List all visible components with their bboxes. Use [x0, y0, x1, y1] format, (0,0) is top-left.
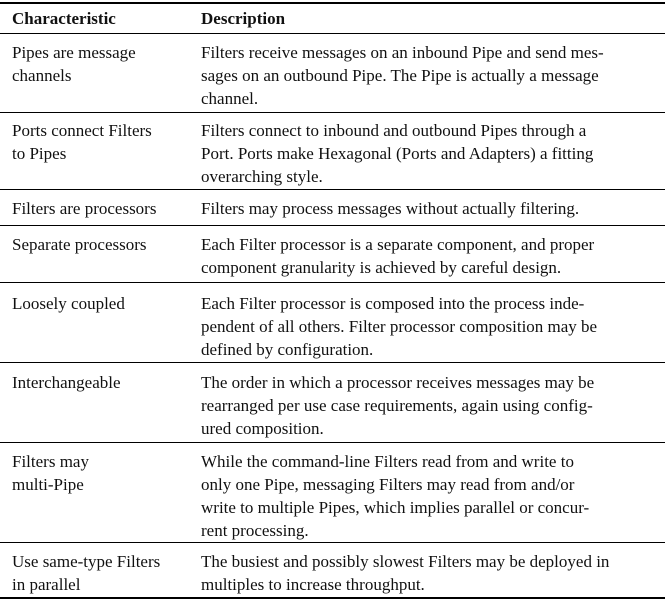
- cell-line: in parallel: [12, 575, 81, 594]
- cell-line: Loosely coupled: [12, 294, 125, 313]
- table-row-description: Filters connect to inbound and outbound …: [201, 119, 593, 188]
- cell-line: Pipes are message: [12, 43, 136, 62]
- cell-line: overarching style.: [201, 167, 323, 186]
- cell-line: channels: [12, 66, 72, 85]
- table-row-description: The order in which a processor receives …: [201, 371, 594, 440]
- cell-line: Each Filter processor is a separate comp…: [201, 235, 595, 254]
- cell-line: pendent of all others. Filter processor …: [201, 317, 598, 336]
- row-divider: [0, 189, 665, 190]
- cell-line: Separate processors: [12, 235, 147, 254]
- cell-line: multi-Pipe: [12, 475, 84, 494]
- cell-line: rearranged per use case requirements, ag…: [201, 396, 593, 415]
- cell-line: Port. Ports make Hexagonal (Ports and Ad…: [201, 144, 594, 163]
- row-divider: [0, 442, 665, 443]
- cell-line: While the command-line Filters read from…: [201, 452, 574, 471]
- cell-line: The order in which a processor receives …: [201, 373, 595, 392]
- cell-line: Interchangeable: [12, 373, 121, 392]
- table-row-description: Each Filter processor is a separate comp…: [201, 233, 594, 279]
- table-row-description: Filters may process messages without act…: [201, 197, 579, 220]
- cell-line: sages on an outbound Pipe. The Pipe is a…: [201, 66, 599, 85]
- cell-line: The busiest and possibly slowest Filters…: [201, 552, 610, 571]
- cell-line: Use same-type Filters: [12, 552, 161, 571]
- cell-line: Filters are processors: [12, 199, 157, 218]
- cell-line: Each Filter processor is composed into t…: [201, 294, 585, 313]
- cell-line: write to multiple Pipes, which implies p…: [201, 498, 590, 517]
- bottom-rule: [0, 597, 665, 599]
- table-row-characteristic: Filters may multi-Pipe: [12, 450, 89, 496]
- header-description: Description: [201, 9, 286, 28]
- row-divider: [0, 542, 665, 543]
- table-row-characteristic: Loosely coupled: [12, 292, 125, 315]
- cell-line: Filters connect to inbound and outbound …: [201, 121, 587, 140]
- cell-line: ured composition.: [201, 419, 324, 438]
- table-row-description: While the command-line Filters read from…: [201, 450, 589, 542]
- cell-line: rent processing.: [201, 521, 309, 540]
- table-row-description: Each Filter processor is composed into t…: [201, 292, 597, 361]
- row-divider: [0, 112, 665, 113]
- cell-line: Filters may: [12, 452, 89, 471]
- cell-line: Filters may process messages without act…: [201, 199, 580, 218]
- cell-line: defined by configuration.: [201, 340, 374, 359]
- cell-line: component granularity is achieved by car…: [201, 258, 562, 277]
- row-divider: [0, 225, 665, 226]
- cell-line: only one Pipe, messaging Filters may rea…: [201, 475, 575, 494]
- header-rule: [0, 33, 665, 34]
- table-row-description: Filters receive messages on an inbound P…: [201, 41, 604, 110]
- cell-line: multiples to increase throughput.: [201, 575, 425, 594]
- table-row-characteristic: Use same-type Filters in parallel: [12, 550, 160, 596]
- cell-line: Filters receive messages on an inbound P…: [201, 43, 604, 62]
- table-row-characteristic: Filters are processors: [12, 197, 156, 220]
- table-row-characteristic: Pipes are message channels: [12, 41, 136, 87]
- table-row-characteristic: Ports connect Filters to Pipes: [12, 119, 152, 165]
- row-divider: [0, 362, 665, 363]
- table-row-description: The busiest and possibly slowest Filters…: [201, 550, 609, 596]
- table-row-characteristic: Interchangeable: [12, 371, 121, 394]
- row-divider: [0, 282, 665, 283]
- cell-line: to Pipes: [12, 144, 67, 163]
- cell-line: channel.: [201, 89, 259, 108]
- header-characteristic: Characteristic: [12, 9, 116, 28]
- table-row-characteristic: Separate processors: [12, 233, 147, 256]
- top-rule: [0, 2, 665, 4]
- cell-line: Ports connect Filters: [12, 121, 152, 140]
